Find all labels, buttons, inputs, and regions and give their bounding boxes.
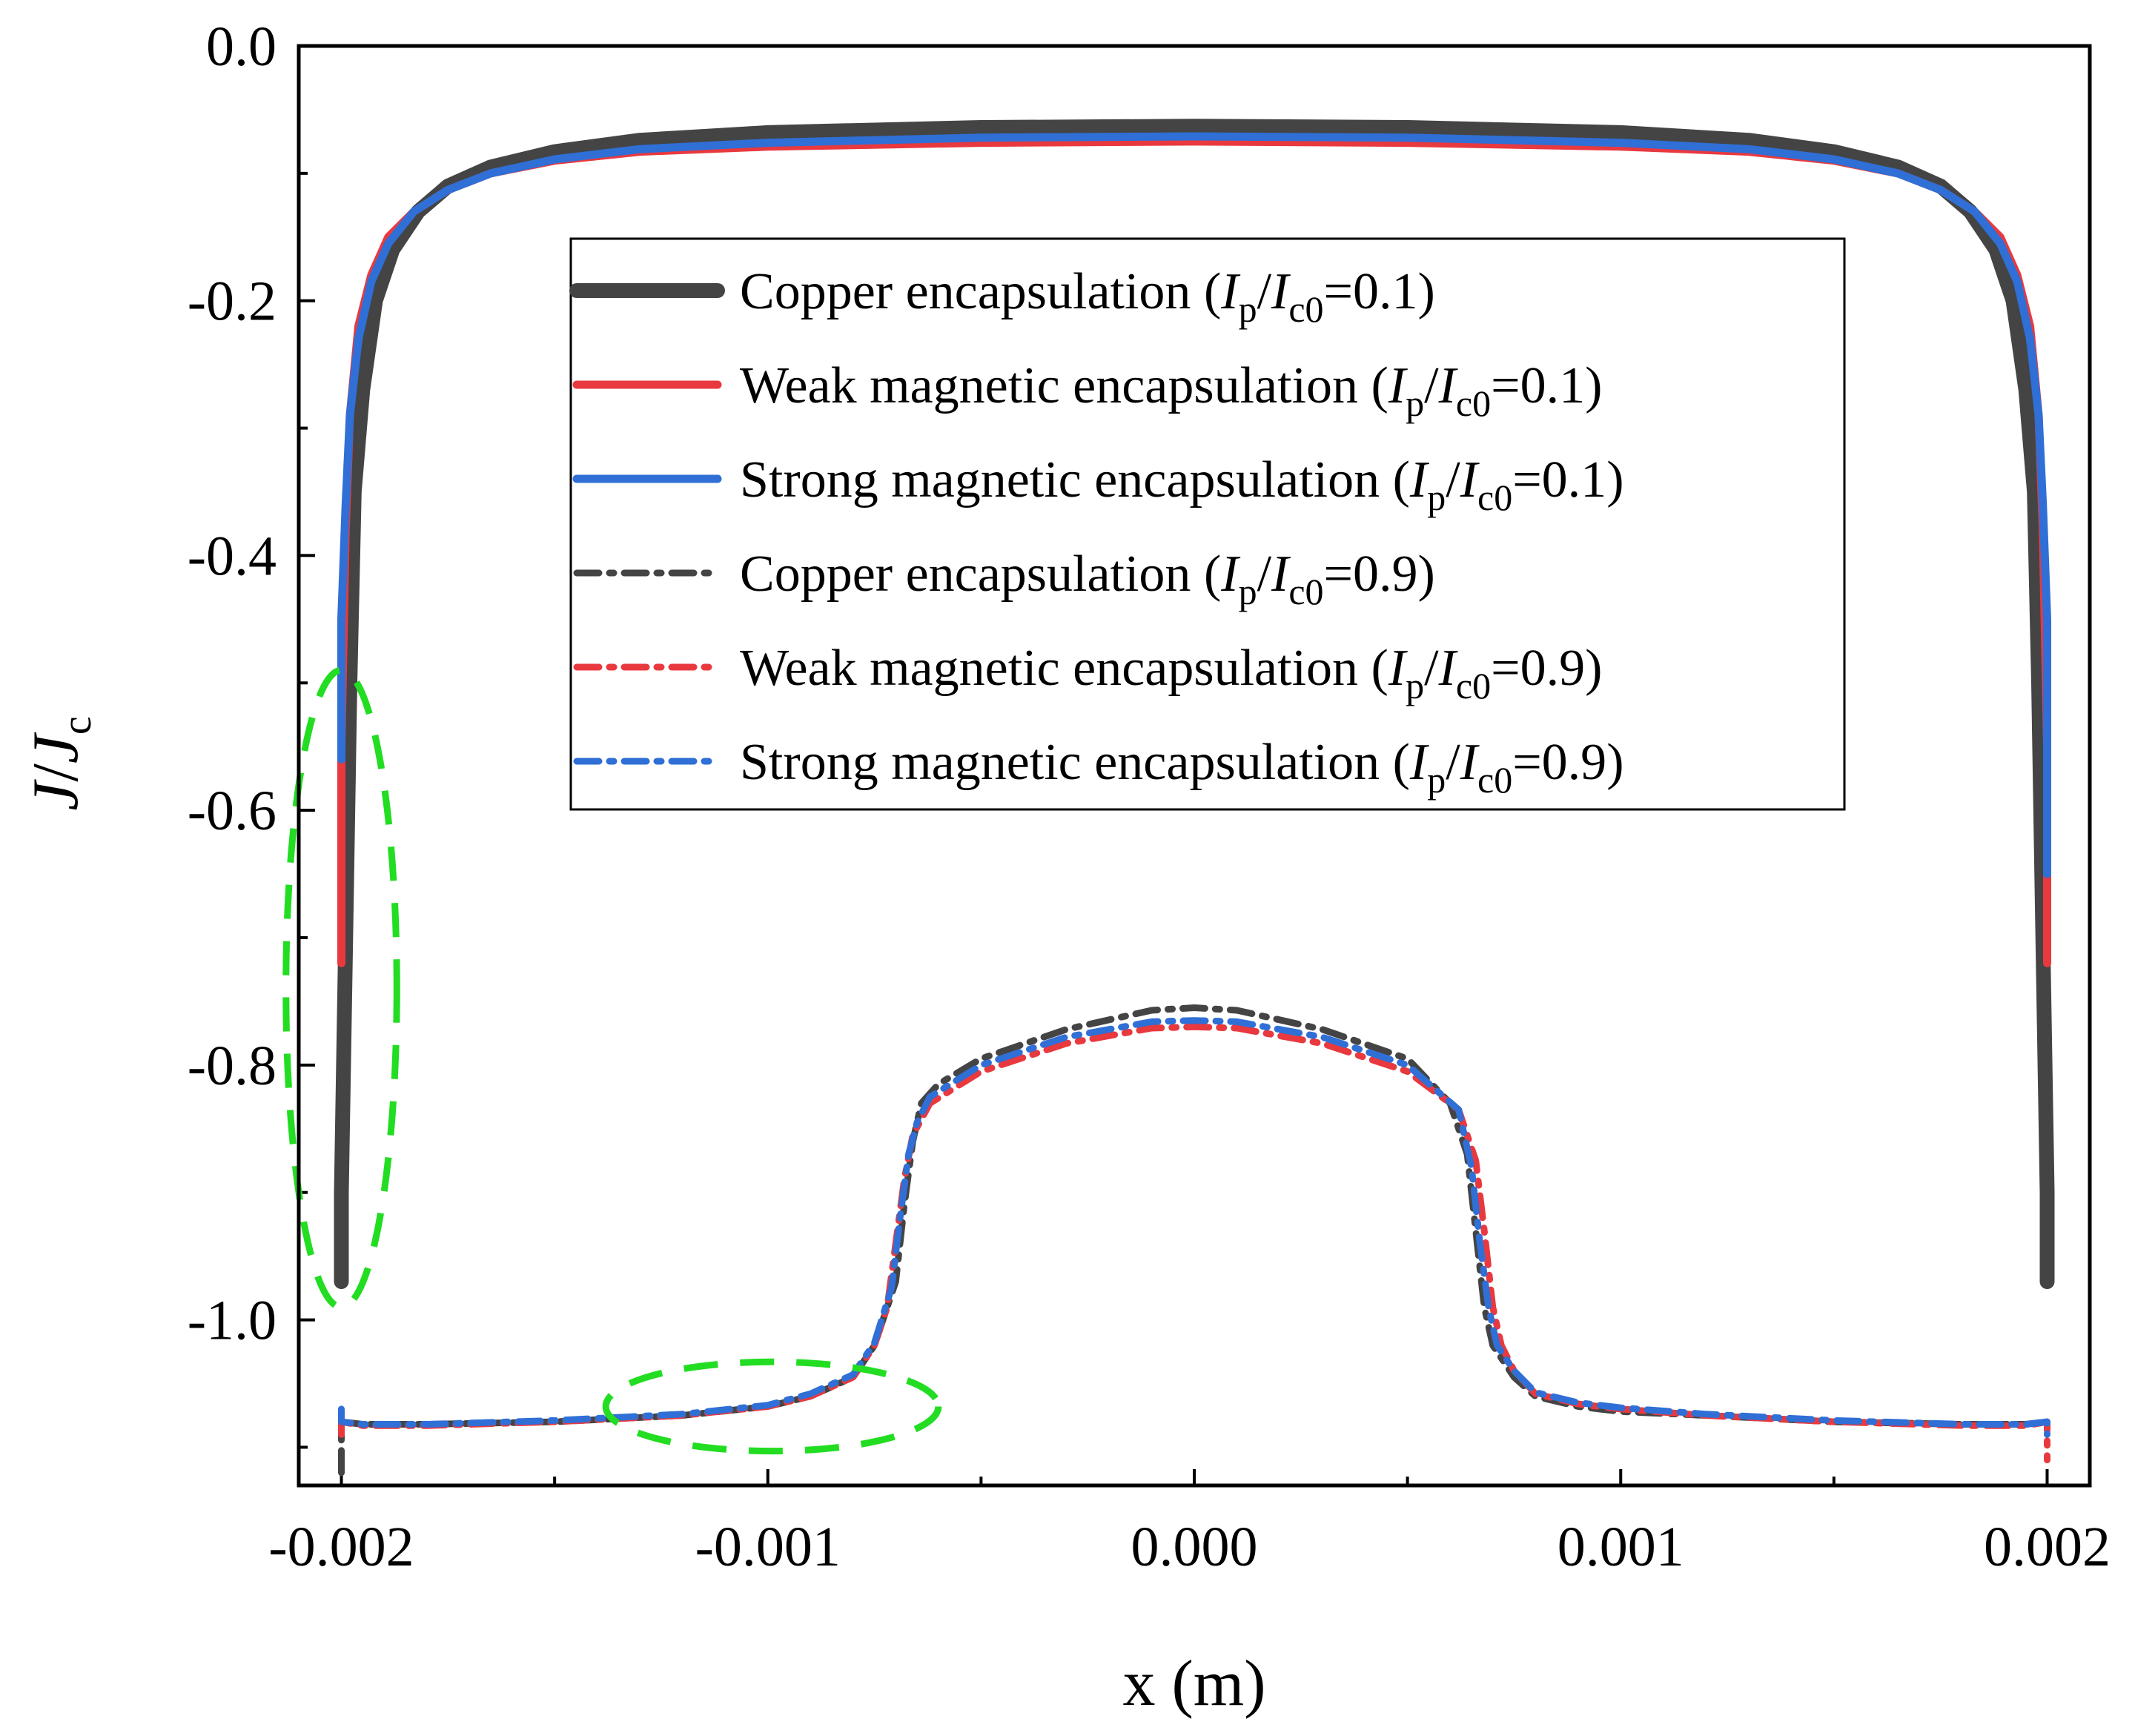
legend-entry-5: Strong magnetic encapsulation (Ip/Ic0=0.… — [740, 734, 1624, 801]
left-edge-highlight — [282, 666, 400, 1311]
y-axis-title-jc: J — [20, 732, 92, 763]
flat-region-highlight — [602, 1358, 942, 1455]
series-layer — [334, 119, 2055, 1477]
x-axis-title: x (m) — [1122, 1648, 1265, 1720]
x-tick-label: -0.001 — [695, 1516, 841, 1578]
y-tick-label: -1.0 — [188, 1290, 277, 1352]
y-axis-title: J/Jc — [20, 716, 100, 810]
series-line-2 — [337, 132, 2051, 878]
y-tick-label: -0.8 — [188, 1035, 277, 1097]
x-tick-label: -0.002 — [268, 1516, 414, 1578]
x-tick-label: 0.001 — [1558, 1516, 1684, 1578]
legend-entry-0: Copper encapsulation (Ip/Ic0=0.1) — [740, 263, 1435, 330]
x-tick-label: 0.002 — [1984, 1516, 2111, 1578]
series-line-5 — [338, 1017, 2050, 1438]
tick-label-layer: -0.002 -0.001 0.000 0.001 0.002 0.0 -0.2 -0.4 -0… — [188, 16, 2111, 1578]
legend-entry-4: Weak magnetic encapsulation (Ip/Ic0=0.9) — [740, 640, 1602, 706]
y-axis-title-sub: c — [54, 716, 100, 735]
y-axis-title-slash: / — [20, 763, 92, 782]
y-tick-label: 0.0 — [206, 16, 277, 78]
legend-box — [569, 237, 1846, 811]
plot-frame — [297, 44, 2092, 1488]
y-tick-label: -0.6 — [188, 780, 277, 842]
x-tick-label: 0.000 — [1131, 1516, 1258, 1578]
legend: Copper encapsulation (Ip/Ic0=0.1) Weak ma… — [569, 237, 1846, 811]
series-line-0 — [334, 119, 2055, 1289]
y-tick-label: -0.2 — [188, 271, 277, 333]
y-tick-label: -0.4 — [188, 525, 277, 587]
legend-entry-2: Strong magnetic encapsulation (Ip/Ic0=0.… — [740, 451, 1624, 518]
highlight-layer — [282, 666, 942, 1455]
svg-text:J/Jc: J/Jc — [20, 716, 100, 810]
y-axis-title-j: J — [20, 779, 92, 811]
legend-entry-3: Copper encapsulation (Ip/Ic0=0.9) — [740, 546, 1435, 612]
legend-entry-1: Weak magnetic encapsulation (Ip/Ic0=0.1) — [740, 357, 1602, 424]
